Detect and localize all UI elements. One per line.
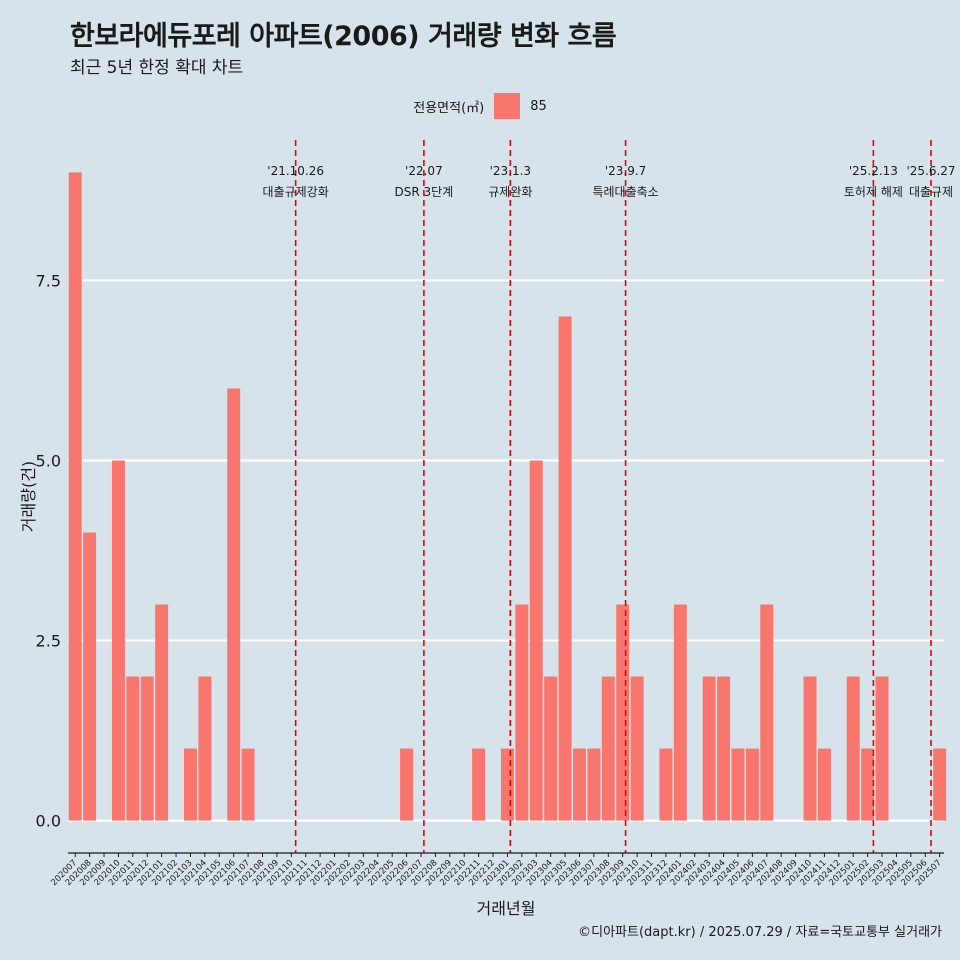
- bar: [155, 604, 169, 821]
- bar: [227, 388, 241, 821]
- event-date-label: '25.2.13: [849, 164, 898, 178]
- bar: [760, 604, 774, 821]
- bar: [515, 604, 529, 821]
- event-label: 대출규제: [909, 185, 953, 199]
- bar: [616, 604, 630, 821]
- bar: [111, 460, 125, 821]
- bar: [601, 676, 615, 821]
- event-label: 토허제 해제: [844, 185, 903, 199]
- bar: [702, 676, 716, 821]
- y-tick-label: 0.0: [36, 812, 61, 831]
- bar: [500, 748, 514, 821]
- bar: [529, 460, 543, 821]
- event-date-label: '25.6.27: [906, 164, 955, 178]
- legend-label: 85: [530, 98, 547, 114]
- chart-subtitle: 최근 5년 한정 확대 차트: [70, 58, 244, 78]
- bar: [659, 748, 673, 821]
- x-axis-title: 거래년월: [477, 899, 536, 918]
- event-date-label: '23.1.3: [490, 164, 531, 178]
- bar: [68, 172, 82, 821]
- bar: [472, 748, 486, 821]
- bar: [183, 748, 197, 821]
- legend: 전용면적(㎡) 85: [0, 93, 960, 119]
- bar: [572, 748, 586, 821]
- gridlines: [68, 279, 944, 822]
- bar: [745, 748, 759, 821]
- event-label: DSR 3단계: [395, 185, 454, 199]
- bar: [803, 676, 817, 821]
- event-label: 대출규제강화: [263, 185, 329, 199]
- bar: [241, 748, 255, 821]
- bar: [83, 532, 97, 821]
- event-date-label: '21.10.26: [267, 164, 324, 178]
- bar: [731, 748, 745, 821]
- bar: [198, 676, 212, 821]
- bar: [126, 676, 140, 821]
- event-date-label: '22.07: [405, 164, 443, 178]
- caption: ©디아파트(dapt.kr) / 2025.07.29 / 자료=국토교통부 실…: [578, 925, 942, 940]
- bar: [140, 676, 154, 821]
- bar: [673, 604, 687, 821]
- bar: [630, 676, 644, 821]
- event-date-label: '23.9.7: [605, 164, 646, 178]
- bar: [400, 748, 414, 821]
- bars: [68, 172, 947, 821]
- legend-title: 전용면적(㎡): [413, 100, 485, 116]
- y-tick-label: 2.5: [36, 632, 61, 651]
- bar: [544, 676, 558, 821]
- bar: [817, 748, 831, 821]
- y-tick-label: 5.0: [36, 451, 61, 470]
- bar: [875, 676, 889, 821]
- bar: [717, 676, 731, 821]
- y-axis-title: 거래량(건): [19, 461, 38, 532]
- event-label: 규제완화: [488, 185, 532, 199]
- event-label: 특례대출축소: [592, 185, 658, 199]
- bar: [846, 676, 860, 821]
- y-tick-label: 7.5: [36, 271, 61, 290]
- legend-swatch: [494, 93, 521, 119]
- bar: [861, 748, 875, 821]
- chart-title: 한보라에듀포레 아파트(2006) 거래량 변화 흐름: [70, 21, 617, 52]
- bar: [587, 748, 601, 821]
- event-lines: '21.10.26 대출규제강화 '22.07 DSR 3단계 '23.1.3 규제완화 '…: [263, 140, 956, 853]
- bar: [933, 748, 947, 821]
- bar: [558, 316, 572, 821]
